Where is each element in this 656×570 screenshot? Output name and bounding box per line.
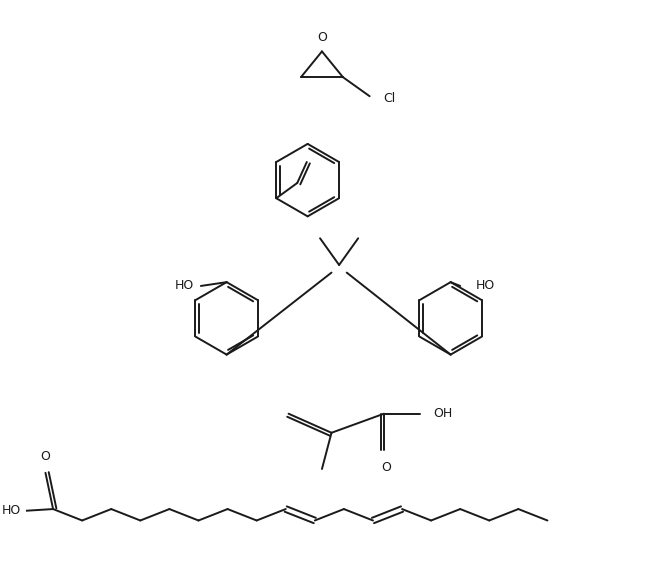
Text: Cl: Cl (383, 92, 395, 105)
Text: O: O (41, 450, 51, 463)
Text: O: O (317, 31, 327, 44)
Text: HO: HO (476, 279, 495, 292)
Text: HO: HO (175, 279, 194, 292)
Text: HO: HO (1, 504, 21, 518)
Text: O: O (381, 461, 391, 474)
Text: OH: OH (434, 407, 453, 420)
